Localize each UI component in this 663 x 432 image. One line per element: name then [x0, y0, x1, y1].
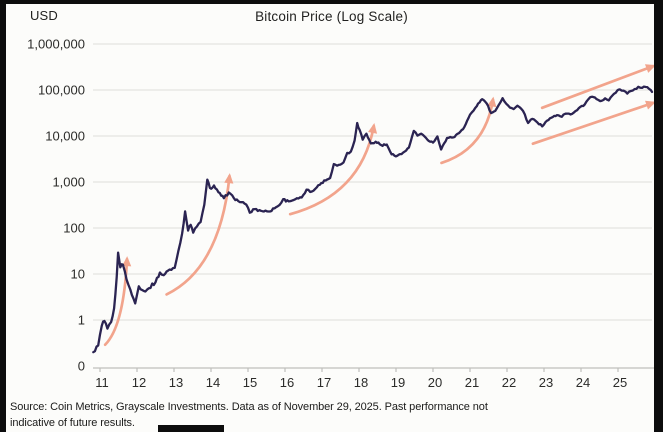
- y-axis-label: 10,000: [45, 129, 85, 144]
- trend-arrow: [440, 98, 495, 165]
- screenshot-border-left: [0, 0, 6, 432]
- x-axis-label: 13: [169, 375, 183, 390]
- x-axis-label: 19: [391, 375, 405, 390]
- x-axis-label: 14: [206, 375, 220, 390]
- trend-arrowhead: [122, 256, 132, 267]
- x-axis-label: 17: [317, 375, 331, 390]
- trend-arrow: [103, 257, 129, 347]
- chart-title: Bitcoin Price (Log Scale): [255, 9, 408, 24]
- x-axis-label: 25: [613, 375, 627, 390]
- y-axis-label: 1,000: [52, 175, 85, 190]
- y-axis-label: 100,000: [38, 83, 85, 98]
- x-axis-label: 12: [132, 375, 146, 390]
- x-axis-label: 21: [465, 375, 479, 390]
- trend-arrowhead: [368, 123, 378, 134]
- x-axis-label: 20: [428, 375, 442, 390]
- trend-arrowhead: [487, 96, 497, 108]
- y-axis-label: 10: [71, 267, 85, 282]
- y-axis-label: 1,000,000: [27, 37, 85, 52]
- y-axis-label: 1: [78, 313, 85, 328]
- x-axis-label: 16: [280, 375, 294, 390]
- screenshot-border-top: [0, 0, 663, 4]
- y-axis-label: 0: [78, 359, 85, 374]
- y-axis-label: 100: [63, 221, 85, 236]
- trend-arrowhead: [224, 173, 234, 184]
- x-axis-label: 18: [354, 375, 368, 390]
- x-axis-label: 23: [539, 375, 553, 390]
- trend-arrowhead: [645, 100, 656, 110]
- black-masking-bar: [158, 425, 224, 432]
- price-line: [92, 85, 654, 354]
- x-axis-label: 11: [95, 375, 109, 390]
- trend-arrow: [540, 64, 655, 110]
- y-axis-unit-label: USD: [29, 8, 59, 23]
- trend-arrowhead: [644, 64, 656, 73]
- x-axis-label: 24: [576, 375, 590, 390]
- x-axis-label: 15: [243, 375, 257, 390]
- source-attribution-line1: Source: Coin Metrics, Grayscale Investme…: [10, 401, 488, 413]
- x-axis-label: 22: [502, 375, 516, 390]
- trend-arrow: [531, 101, 655, 146]
- screenshot-border-right: [654, 0, 663, 432]
- source-attribution-line2: indicative of future results.: [10, 417, 135, 429]
